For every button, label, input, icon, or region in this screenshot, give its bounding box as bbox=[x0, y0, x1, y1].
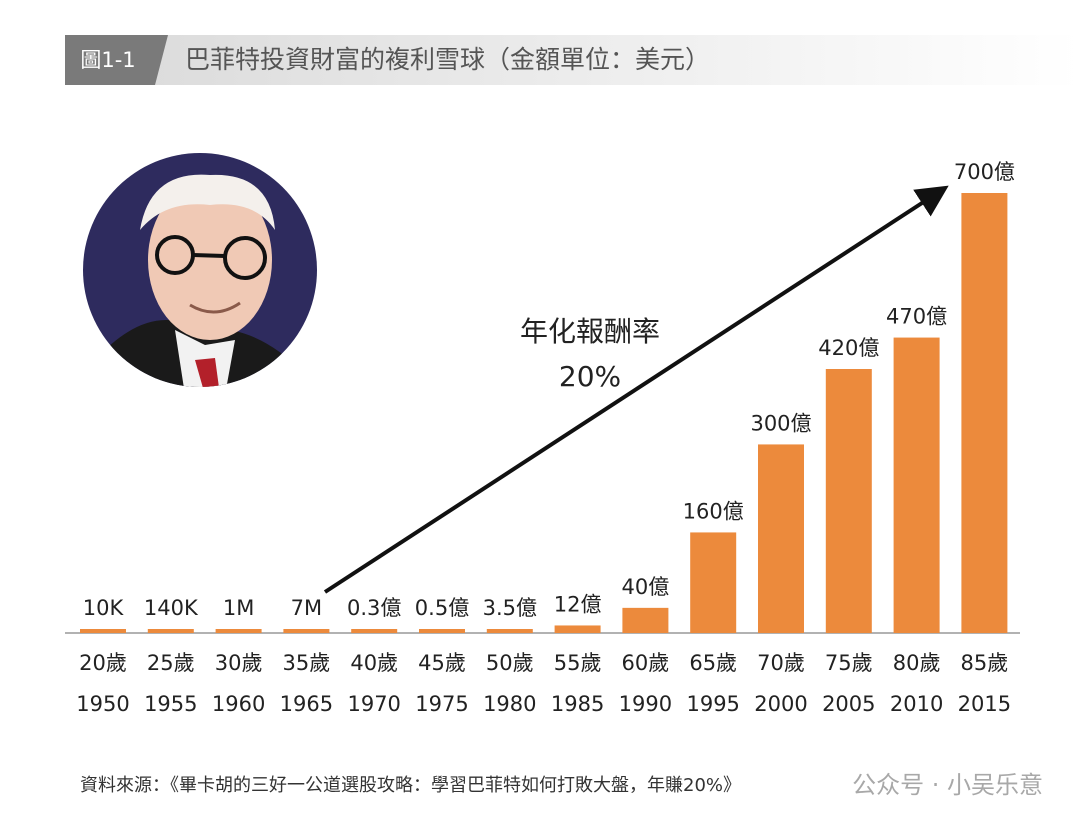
x-tick-label: 2005 bbox=[822, 692, 875, 716]
x-tick-label: 1955 bbox=[144, 692, 197, 716]
bar bbox=[147, 629, 194, 633]
value-label: 160億 bbox=[683, 499, 744, 523]
x-tick-label: 40歲 bbox=[350, 651, 398, 675]
watermark: 公众号 · 小吴乐意 bbox=[852, 771, 1043, 799]
value-label: 10K bbox=[83, 596, 125, 620]
x-tick-label: 55歲 bbox=[554, 651, 602, 675]
value-label: 7M bbox=[291, 596, 322, 620]
bar bbox=[486, 629, 533, 633]
source: 資料來源：《畢卡胡的三好一公道選股攻略：學習巴菲特如何打敗大盤，年賺20%》 bbox=[80, 775, 741, 796]
x-tick-label: 1965 bbox=[280, 692, 333, 716]
x-tick-label: 1975 bbox=[415, 692, 468, 716]
x-tick-label: 1950 bbox=[76, 692, 129, 716]
value-label: 140K bbox=[144, 596, 199, 620]
value-label: 0.5億 bbox=[415, 596, 469, 620]
value-label: 40億 bbox=[622, 575, 670, 599]
bar bbox=[961, 193, 1008, 633]
value-label: 1M bbox=[223, 596, 254, 620]
x-tick-label: 80歲 bbox=[893, 651, 941, 675]
x-tick-label: 1990 bbox=[619, 692, 672, 716]
value-label: 700億 bbox=[954, 160, 1015, 184]
bar bbox=[554, 625, 601, 633]
x-tick-label: 60歲 bbox=[622, 651, 670, 675]
x-tick-label: 2010 bbox=[890, 692, 943, 716]
x-tick-label: 1970 bbox=[347, 692, 400, 716]
bar bbox=[283, 629, 330, 633]
x-tick-label: 20歲 bbox=[79, 651, 127, 675]
value-label: 470億 bbox=[886, 305, 947, 329]
x-tick-label: 65歲 bbox=[689, 651, 737, 675]
x-tick-label: 1960 bbox=[212, 692, 265, 716]
figure-label: 圖1-1 bbox=[80, 48, 135, 72]
x-tick-label: 2015 bbox=[958, 692, 1011, 716]
bar bbox=[419, 629, 465, 633]
bar bbox=[825, 369, 872, 633]
value-label: 420億 bbox=[818, 336, 879, 360]
x-tick-label: 50歲 bbox=[486, 651, 534, 675]
trend-arrow bbox=[323, 185, 949, 594]
x-tick-label: 85歲 bbox=[961, 651, 1009, 675]
x-tick-label: 70歲 bbox=[757, 651, 805, 675]
x-tick-label: 1985 bbox=[551, 692, 604, 716]
chart-title: 巴菲特投資財富的複利雪球（金額單位：美元） bbox=[185, 45, 710, 74]
x-tick-label: 75歲 bbox=[825, 651, 873, 675]
x-tick-label: 2000 bbox=[754, 692, 807, 716]
value-label: 3.5億 bbox=[483, 596, 537, 620]
x-tick-label: 35歲 bbox=[283, 651, 331, 675]
value-label: 0.3億 bbox=[347, 596, 401, 620]
bar bbox=[758, 444, 804, 633]
bar bbox=[690, 532, 737, 633]
annotation: 20% bbox=[559, 360, 621, 393]
bar bbox=[622, 607, 669, 633]
x-tick-label: 1995 bbox=[686, 692, 739, 716]
x-tick-label: 1980 bbox=[483, 692, 536, 716]
x-tick-label: 45歲 bbox=[418, 651, 466, 675]
value-label: 12億 bbox=[554, 592, 602, 616]
bar bbox=[80, 629, 126, 633]
annotation: 年化報酬率 bbox=[520, 315, 660, 348]
bar bbox=[893, 337, 940, 633]
value-label: 300億 bbox=[750, 411, 811, 435]
header-band bbox=[65, 35, 1080, 85]
figure-label-box bbox=[65, 35, 168, 85]
x-tick-label: 30歲 bbox=[215, 651, 263, 675]
x-tick-label: 25歲 bbox=[147, 651, 195, 675]
portrait bbox=[83, 153, 317, 387]
bar bbox=[215, 629, 262, 633]
bar bbox=[351, 629, 398, 633]
